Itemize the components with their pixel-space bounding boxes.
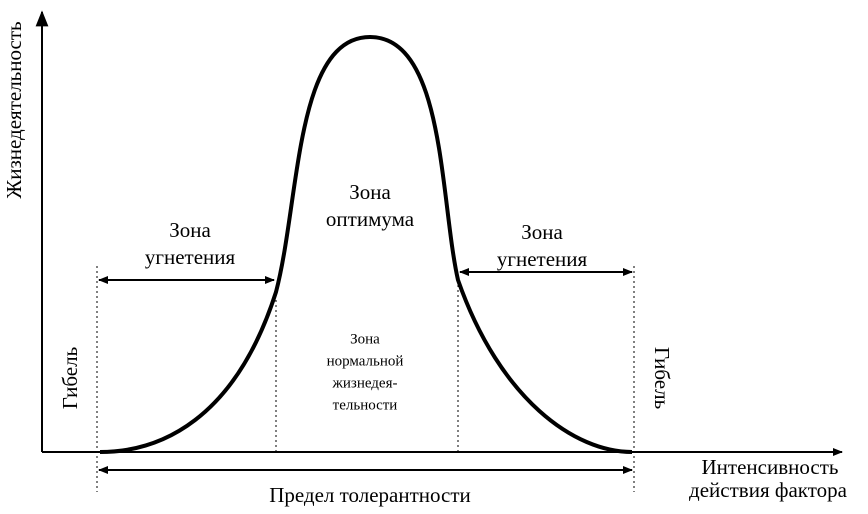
zone-label: оптимума [326,207,415,231]
zone-label: тельности [333,397,398,413]
tolerance-curve [99,34,633,454]
zone-label: угнетения [497,247,588,271]
zone-label: Зона [169,218,211,242]
zone-label: жизнедея- [332,375,398,391]
x-axis-label: действия фактора [689,478,848,502]
x-axis-label: Интенсивность [702,455,839,479]
zone-label: нормальной [327,353,404,369]
zone-label: Зона [349,180,391,204]
death-label: Гибель [650,347,674,409]
zone-label: угнетения [145,245,236,269]
death-label: Гибель [58,347,82,409]
y-axis-label: Жизнедеятельность [2,21,26,198]
zone-label: Зона [350,331,380,347]
zone-label: Зона [521,220,563,244]
tolerance-label: Предел толерантности [269,483,471,507]
